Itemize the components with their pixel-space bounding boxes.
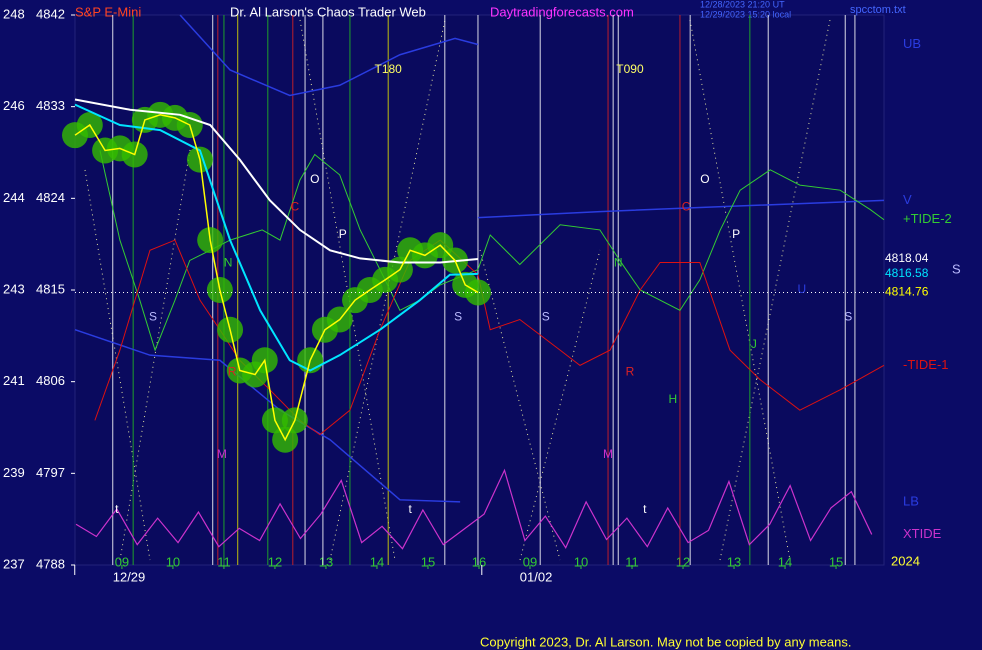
x-tick-label: 15: [421, 554, 435, 569]
annotation: N: [614, 256, 623, 270]
file-name: spcctom.txt: [850, 4, 906, 16]
band-line: [179, 14, 479, 97]
chart-title: Dr. Al Larson's Chaos Trader Web: [230, 4, 426, 19]
series-label: V: [903, 192, 912, 207]
annotation: P: [339, 227, 347, 241]
price-line: [74, 114, 479, 442]
cycle-line: [519, 249, 601, 561]
annotation: O: [310, 172, 319, 186]
y-tick-label: 4806: [36, 373, 65, 388]
x-tick-label: 15: [829, 554, 843, 569]
annotation: R: [228, 365, 237, 379]
x-tick-label: 12: [676, 554, 690, 569]
date-label: 01/02: [520, 569, 553, 584]
annotation: H: [668, 392, 677, 406]
last-value-label: 4818.04: [885, 251, 929, 265]
annotation: J: [751, 337, 757, 351]
annotation: U: [798, 282, 807, 296]
y-tick-label: 4815: [36, 281, 65, 296]
x-tick-label: 16: [472, 554, 486, 569]
annotation: t: [408, 502, 412, 516]
y-tick-label: 4824: [36, 190, 65, 205]
x-tick-label: 13: [319, 554, 333, 569]
annotation: S: [844, 310, 852, 324]
y-tick-label: 4797: [36, 465, 65, 480]
y-tick-label: 4788: [36, 556, 65, 571]
y2-tick-label: 243: [3, 281, 25, 296]
x-tick-label: 12: [268, 554, 282, 569]
y-tick-label: 4833: [36, 98, 65, 113]
series-label: LB: [903, 493, 919, 508]
y2-tick-label: 239: [3, 465, 25, 480]
annotation: C: [291, 200, 300, 214]
x-tick-label: 13: [727, 554, 741, 569]
y2-tick-label: 237: [3, 556, 25, 571]
y2-tick-label: 241: [3, 373, 25, 388]
cycle-line: [84, 169, 151, 561]
y2-tick-label: 248: [3, 6, 25, 21]
annotation: C: [682, 200, 691, 214]
x-tick-label: 14: [778, 554, 792, 569]
copyright: Copyright 2023, Dr. Al Larson. May not b…: [480, 634, 851, 649]
x-tick-label: 14: [370, 554, 384, 569]
xtide-line: [75, 468, 873, 550]
annotation: t: [115, 502, 119, 516]
annotation: S: [454, 310, 462, 324]
annotation: S: [149, 310, 157, 324]
fast-average: [74, 103, 478, 372]
annotation: P: [732, 227, 740, 241]
date-label: 12/29: [113, 569, 146, 584]
annotation: S: [542, 310, 550, 324]
annotation: t: [643, 502, 647, 516]
band-line: [477, 199, 885, 219]
slow-average: [74, 98, 479, 264]
cycle-lines: [84, 19, 831, 561]
annotation: O: [700, 172, 709, 186]
y2-tick-label: 244: [3, 190, 25, 205]
side-label: S: [952, 261, 961, 276]
x-tick-label: 11: [625, 554, 639, 569]
time-ut: 12/28/2023 21:20 UT: [700, 0, 785, 9]
annotation: T090: [616, 62, 644, 76]
symbol: S&P E-Mini: [75, 4, 141, 19]
annotation: M: [217, 447, 227, 461]
series-label: XTIDE: [903, 526, 942, 541]
x-tick-label: 09: [523, 554, 537, 569]
annotation: N: [224, 256, 233, 270]
x-tick-label: 10: [574, 554, 588, 569]
y-tick-label: 4842: [36, 6, 65, 21]
cycle-line: [479, 249, 561, 561]
cycle-line: [719, 19, 831, 561]
series-label: +TIDE-2: [903, 211, 952, 226]
cycle-line: [329, 19, 446, 561]
annotation: M: [603, 447, 613, 461]
series-label: UB: [903, 36, 921, 51]
x-tick-label: 09: [115, 554, 129, 569]
year-label: 2024: [891, 553, 920, 568]
annotation: R: [626, 365, 635, 379]
series-label: -TIDE-1: [903, 357, 949, 372]
last-value-label: 4814.76: [885, 285, 929, 299]
annotation: T180: [375, 62, 403, 76]
last-value-label: 4816.58: [885, 266, 929, 280]
site: Daytradingforecasts.com: [490, 4, 634, 19]
x-tick-label: 10: [166, 554, 180, 569]
time-local: 12/29/2023 15:20 local: [700, 9, 791, 19]
y2-tick-label: 246: [3, 98, 25, 113]
